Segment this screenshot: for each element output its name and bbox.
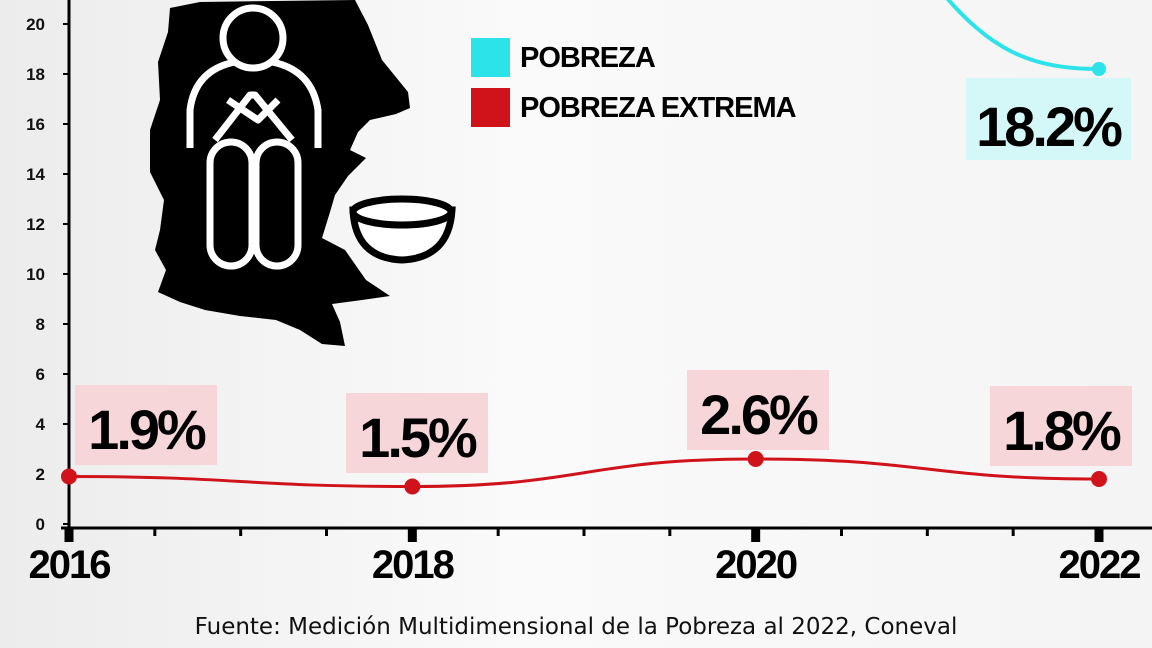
legend: POBREZA POBREZA EXTREMA — [471, 38, 798, 127]
y-tick-label: 20 — [26, 15, 45, 34]
y-tick-label: 12 — [26, 215, 45, 234]
pobreza-extrema-label-box — [346, 393, 488, 473]
bowl-icon — [349, 195, 456, 264]
pobreza-extrema-point — [61, 468, 77, 485]
state-map-beggar-illustration — [150, 0, 456, 346]
legend-swatch-pobreza-extrema — [471, 88, 510, 127]
pobreza-extrema-label-box — [990, 386, 1132, 466]
source-note: Fuente: Medición Multidimensional de la … — [195, 614, 958, 640]
x-tick-label: 2016 — [29, 543, 111, 587]
pobreza-point — [1092, 62, 1106, 76]
x-tick-label: 2020 — [715, 543, 797, 587]
pobreza-extrema-data-label: 2.6% — [700, 383, 818, 446]
pobreza-extrema-data-label: 1.8% — [1003, 399, 1121, 462]
y-tick-label: 8 — [36, 315, 45, 334]
legend-label-pobreza: POBREZA — [520, 42, 656, 74]
y-tick-label: 16 — [26, 115, 45, 134]
pobreza-extrema-data-label: 1.5% — [359, 406, 477, 469]
y-tick-label: 0 — [36, 515, 45, 534]
pobreza-extrema-point — [1091, 471, 1107, 487]
pobreza-extrema-point — [404, 478, 421, 495]
legend-swatch-pobreza — [471, 38, 510, 77]
y-tick-label: 14 — [26, 165, 45, 184]
pobreza-extrema-label-box — [687, 370, 829, 450]
y-tick-label: 18 — [26, 65, 45, 84]
x-tick-label: 2022 — [1059, 543, 1141, 587]
pobreza-extrema-line — [68, 457, 1100, 489]
pobreza-extrema-label-box — [75, 385, 217, 465]
y-tick-label: 2 — [36, 465, 45, 484]
pobreza-line — [945, 0, 1100, 71]
y-tick-label: 10 — [26, 265, 45, 284]
person-icon — [186, 4, 322, 270]
pobreza-extrema-point — [747, 451, 764, 467]
y-tick-label: 6 — [36, 365, 45, 384]
y-tick-label: 4 — [36, 415, 46, 434]
legend-label-pobreza-extrema: POBREZA EXTREMA — [520, 92, 797, 124]
pobreza-extrema-data-label: 1.9% — [88, 398, 206, 461]
pobreza-label-box — [966, 78, 1131, 160]
x-tick-label: 2018 — [372, 543, 455, 587]
pobreza-data-label: 18.2% — [976, 95, 1122, 158]
